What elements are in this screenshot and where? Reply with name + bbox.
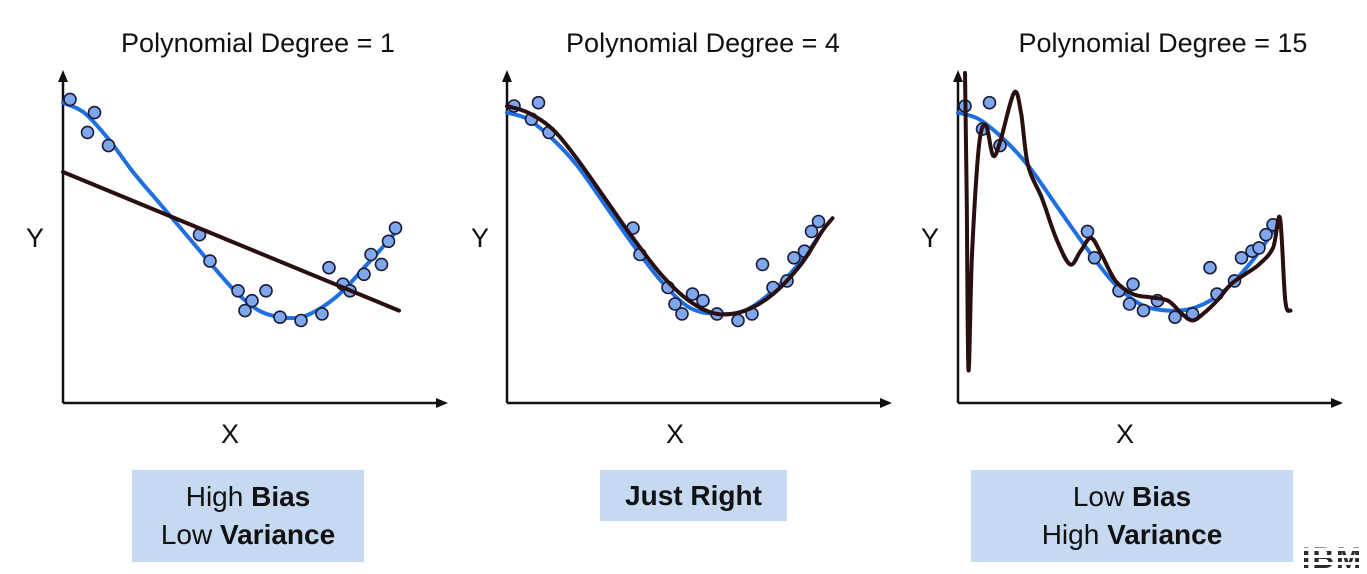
data-point bbox=[231, 283, 245, 298]
chart-title: Polynomial Degree = 15 bbox=[1019, 28, 1308, 58]
data-point bbox=[245, 293, 259, 308]
data-point bbox=[982, 95, 997, 110]
data-point bbox=[315, 307, 329, 321]
panel-degree-1: Polynomial Degree = 1 Y X bbox=[26, 28, 448, 449]
data-point bbox=[1136, 303, 1151, 318]
data-point bbox=[685, 287, 700, 301]
data-point bbox=[388, 221, 403, 235]
caption-bold-text: Bias bbox=[251, 481, 311, 512]
caption-line-2: Low Variance bbox=[161, 516, 335, 554]
data-point bbox=[787, 250, 801, 265]
data-point bbox=[1087, 250, 1102, 265]
data-point bbox=[364, 247, 378, 262]
data-point bbox=[1080, 224, 1095, 239]
caption-bold-text: Just Right bbox=[625, 479, 762, 511]
data-point bbox=[63, 92, 77, 107]
data-point bbox=[1259, 227, 1273, 242]
data-point bbox=[322, 260, 336, 275]
caption-text: High bbox=[1041, 519, 1108, 550]
data-point bbox=[1168, 310, 1182, 325]
data-point bbox=[755, 257, 770, 272]
y-axis-arrow bbox=[58, 70, 68, 82]
caption-line-1: Low Bias bbox=[1073, 478, 1191, 516]
chart-title: Polynomial Degree = 1 bbox=[121, 28, 395, 58]
caption-line-1: High Bias bbox=[186, 478, 311, 516]
x-axis-arrow bbox=[880, 398, 892, 408]
data-point bbox=[273, 310, 287, 325]
data-point bbox=[381, 234, 396, 249]
ibm-logo: IBM bbox=[1302, 544, 1367, 574]
data-point bbox=[80, 125, 95, 140]
caption-bold-text: Variance bbox=[1107, 519, 1223, 550]
data-point bbox=[259, 283, 273, 298]
y-axis-arrow bbox=[502, 70, 512, 82]
data-point bbox=[804, 224, 819, 239]
y-axis-label: Y bbox=[921, 223, 939, 253]
data-point bbox=[675, 307, 689, 321]
data-point bbox=[668, 297, 682, 311]
panel-degree-15: Polynomial Degree = 15 Y X bbox=[921, 28, 1343, 449]
caption-low-bias-high-variance: Low Bias High Variance bbox=[971, 470, 1293, 562]
caption-text: Low bbox=[160, 519, 220, 550]
y-axis-label: Y bbox=[26, 223, 44, 253]
data-point bbox=[87, 105, 102, 120]
x-axis-arrow bbox=[1331, 398, 1343, 408]
x-axis-label: X bbox=[666, 419, 684, 449]
data-point bbox=[1126, 277, 1140, 292]
data-point bbox=[1234, 250, 1249, 265]
x-axis-label: X bbox=[1116, 419, 1134, 449]
data-point bbox=[731, 313, 745, 328]
fitted-model-curve bbox=[505, 104, 835, 317]
data-point bbox=[294, 313, 308, 328]
caption-text: High bbox=[185, 481, 252, 512]
x-axis-arrow bbox=[436, 398, 448, 408]
panel-degree-4: Polynomial Degree = 4 Y X bbox=[471, 28, 892, 449]
data-point bbox=[811, 214, 826, 229]
data-point bbox=[238, 303, 252, 318]
data-point bbox=[1203, 260, 1217, 275]
y-axis-label: Y bbox=[471, 223, 489, 253]
caption-high-bias-low-variance: High Bias Low Variance bbox=[132, 470, 364, 562]
data-point bbox=[1252, 241, 1266, 255]
data-point bbox=[203, 254, 217, 268]
data-point bbox=[101, 138, 116, 153]
data-point bbox=[531, 95, 546, 110]
data-point bbox=[374, 257, 389, 272]
y-axis-arrow bbox=[953, 70, 963, 82]
caption-bold-text: Bias bbox=[1132, 481, 1192, 512]
caption-just-right: Just Right bbox=[600, 470, 787, 521]
data-point bbox=[1122, 297, 1137, 311]
caption-bold-text: Variance bbox=[219, 519, 336, 550]
fitted-model-curve bbox=[61, 170, 401, 313]
caption-line-2: High Variance bbox=[1042, 516, 1223, 554]
x-axis-label: X bbox=[221, 419, 239, 449]
fitted-model-curve bbox=[963, 71, 1293, 373]
caption-line-1: Just Right bbox=[625, 477, 762, 515]
chart-title: Polynomial Degree = 4 bbox=[566, 28, 840, 58]
caption-text: Low bbox=[1072, 481, 1132, 512]
data-point bbox=[696, 293, 710, 308]
data-point bbox=[357, 267, 371, 282]
